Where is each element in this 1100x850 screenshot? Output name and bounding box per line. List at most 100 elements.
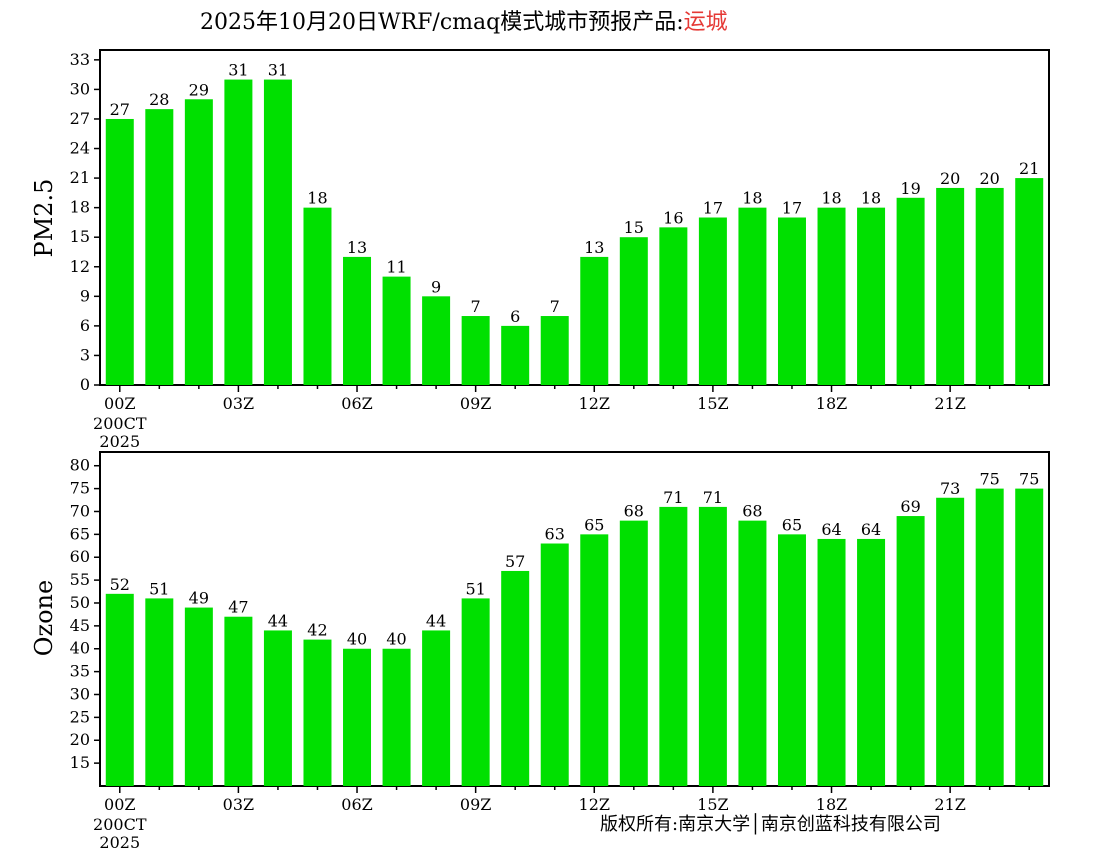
- bar-value-label: 9: [431, 277, 441, 296]
- bar-9: [461, 316, 490, 385]
- y-tick-label: 70: [70, 501, 90, 520]
- bar-23: [1015, 488, 1044, 786]
- y-tick-label: 21: [70, 168, 90, 187]
- date-label-year: 2025: [99, 432, 140, 451]
- bar-value-label: 49: [189, 589, 209, 608]
- y-axis-label: PM2.5: [30, 179, 58, 258]
- bar-6: [343, 648, 372, 786]
- bar-3: [224, 79, 253, 385]
- bar-1: [145, 598, 174, 786]
- bar-2: [184, 607, 213, 786]
- bar-20: [896, 197, 925, 385]
- bar-value-label: 69: [900, 497, 920, 516]
- y-tick-label: 15: [70, 753, 90, 772]
- y-tick-label: 75: [70, 479, 90, 498]
- bar-value-label: 17: [703, 199, 723, 218]
- bar-5: [303, 207, 332, 385]
- bar-value-label: 7: [471, 297, 481, 316]
- x-tick-label: 21Z: [934, 394, 965, 413]
- bar-value-label: 64: [861, 520, 881, 539]
- bar-value-label: 29: [189, 80, 209, 99]
- bar-1: [145, 109, 174, 385]
- bar-15: [698, 506, 727, 786]
- bar-value-label: 64: [821, 520, 841, 539]
- bar-value-label: 75: [1019, 470, 1039, 489]
- y-tick-label: 18: [70, 198, 90, 217]
- bar-value-label: 52: [110, 575, 130, 594]
- bar-value-label: 18: [861, 189, 881, 208]
- bar-4: [263, 79, 292, 385]
- bar-value-label: 68: [742, 502, 762, 521]
- x-tick-label: 06Z: [341, 394, 372, 413]
- x-tick-label: 12Z: [579, 795, 610, 814]
- bar-value-label: 40: [347, 630, 367, 649]
- bar-16: [738, 520, 767, 786]
- y-tick-label: 6: [80, 316, 90, 335]
- bar-0: [105, 118, 134, 386]
- y-tick-label: 0: [80, 375, 90, 394]
- bar-value-label: 44: [426, 611, 446, 630]
- y-tick-label: 50: [70, 593, 90, 612]
- x-tick-label: 00Z: [104, 795, 135, 814]
- bar-value-label: 44: [268, 611, 288, 630]
- plot-frame: [99, 49, 1050, 386]
- chart-title: 2025年10月20日WRF/cmaq模式城市预报产品:运城: [200, 4, 728, 36]
- y-tick-label: 24: [70, 139, 90, 158]
- bar-value-label: 20: [980, 169, 1000, 188]
- bar-11: [540, 543, 569, 786]
- bar-0: [105, 593, 134, 786]
- bar-value-label: 21: [1019, 159, 1039, 178]
- bar-value-label: 71: [663, 488, 683, 507]
- bar-value-label: 47: [228, 598, 248, 617]
- x-tick-label: 06Z: [341, 795, 372, 814]
- bar-value-label: 27: [110, 100, 130, 119]
- bar-value-label: 40: [386, 630, 406, 649]
- bar-22: [975, 187, 1004, 385]
- bar-value-label: 57: [505, 552, 525, 571]
- bar-value-label: 75: [980, 470, 1000, 489]
- bar-14: [659, 227, 688, 385]
- bar-2: [184, 99, 213, 385]
- bar-9: [461, 598, 490, 786]
- bar-value-label: 63: [545, 525, 565, 544]
- bar-20: [896, 516, 925, 786]
- bar-value-label: 31: [228, 61, 248, 80]
- y-tick-label: 35: [70, 662, 90, 681]
- bar-value-label: 7: [550, 297, 560, 316]
- y-tick-label: 45: [70, 616, 90, 635]
- bar-7: [382, 648, 411, 786]
- x-tick-label: 15Z: [697, 795, 728, 814]
- bar-16: [738, 207, 767, 385]
- bar-value-label: 6: [510, 307, 520, 326]
- bar-23: [1015, 178, 1044, 385]
- bar-14: [659, 506, 688, 786]
- bar-value-label: 68: [624, 502, 644, 521]
- bar-value-label: 18: [307, 189, 327, 208]
- y-tick-label: 65: [70, 524, 90, 543]
- bar-18: [817, 207, 846, 385]
- bar-value-label: 18: [821, 189, 841, 208]
- y-tick-label: 55: [70, 570, 90, 589]
- y-tick-label: 30: [70, 79, 90, 98]
- bar-value-label: 71: [703, 488, 723, 507]
- x-tick-label: 18Z: [816, 394, 847, 413]
- bar-value-label: 18: [742, 189, 762, 208]
- bar-12: [580, 256, 609, 385]
- x-tick-label: 09Z: [460, 795, 491, 814]
- y-tick-label: 3: [80, 345, 90, 364]
- bar-value-label: 15: [624, 218, 644, 237]
- bar-value-label: 73: [940, 479, 960, 498]
- bar-8: [422, 296, 451, 385]
- y-tick-label: 9: [80, 286, 90, 305]
- bar-10: [501, 325, 530, 385]
- bar-value-label: 28: [149, 90, 169, 109]
- y-tick-label: 20: [70, 730, 90, 749]
- bar-value-label: 20: [940, 169, 960, 188]
- bar-value-label: 16: [663, 208, 683, 227]
- bar-3: [224, 616, 253, 786]
- bar-7: [382, 276, 411, 385]
- bar-value-label: 31: [268, 61, 288, 80]
- y-tick-label: 33: [70, 50, 90, 69]
- bar-value-label: 51: [465, 579, 485, 598]
